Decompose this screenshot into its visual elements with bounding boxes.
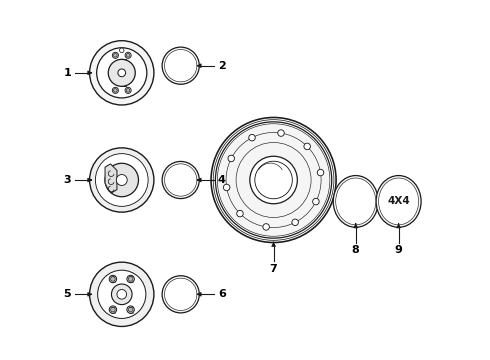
Ellipse shape [124, 59, 127, 86]
Circle shape [165, 164, 197, 196]
Circle shape [165, 278, 197, 310]
Circle shape [317, 169, 324, 176]
Circle shape [90, 41, 154, 105]
Circle shape [127, 306, 134, 313]
Circle shape [126, 54, 130, 57]
Text: 4: 4 [218, 175, 226, 185]
Circle shape [111, 284, 132, 305]
Circle shape [98, 270, 146, 319]
Circle shape [249, 134, 255, 141]
Circle shape [162, 276, 199, 313]
Circle shape [114, 89, 117, 92]
Text: 9: 9 [394, 246, 403, 255]
Circle shape [90, 262, 154, 327]
Circle shape [125, 87, 131, 93]
Circle shape [162, 47, 199, 84]
Text: 4X4: 4X4 [387, 197, 410, 206]
Circle shape [263, 224, 270, 230]
Text: 1: 1 [63, 68, 71, 78]
Circle shape [114, 54, 117, 57]
Circle shape [109, 275, 117, 283]
Circle shape [313, 198, 319, 205]
Circle shape [109, 306, 117, 313]
Circle shape [105, 163, 139, 197]
Circle shape [127, 275, 134, 283]
Circle shape [165, 50, 197, 82]
Circle shape [117, 289, 126, 299]
Circle shape [90, 148, 154, 212]
Circle shape [304, 143, 311, 150]
Text: 5: 5 [63, 289, 71, 299]
Circle shape [112, 87, 119, 93]
Circle shape [116, 175, 127, 185]
Circle shape [237, 210, 243, 217]
Ellipse shape [333, 176, 378, 227]
Circle shape [125, 52, 131, 58]
Circle shape [111, 277, 115, 281]
Circle shape [97, 48, 147, 98]
Text: 7: 7 [270, 264, 277, 274]
Circle shape [118, 69, 125, 77]
Circle shape [96, 154, 148, 206]
Circle shape [111, 307, 115, 312]
Circle shape [278, 130, 284, 136]
Circle shape [112, 52, 119, 58]
Circle shape [292, 219, 298, 226]
Circle shape [228, 155, 235, 162]
Circle shape [128, 307, 133, 312]
Ellipse shape [336, 178, 376, 225]
Text: 3: 3 [63, 175, 71, 185]
Circle shape [108, 59, 135, 86]
Circle shape [126, 89, 130, 92]
Circle shape [218, 124, 330, 236]
Circle shape [223, 184, 230, 191]
Text: 2: 2 [218, 61, 225, 71]
Circle shape [128, 277, 133, 281]
Circle shape [120, 48, 124, 53]
Circle shape [162, 161, 199, 199]
Ellipse shape [376, 176, 421, 227]
Ellipse shape [379, 178, 418, 225]
Text: 6: 6 [218, 289, 226, 299]
Polygon shape [105, 164, 117, 193]
Circle shape [250, 156, 297, 204]
Text: 8: 8 [352, 246, 360, 255]
